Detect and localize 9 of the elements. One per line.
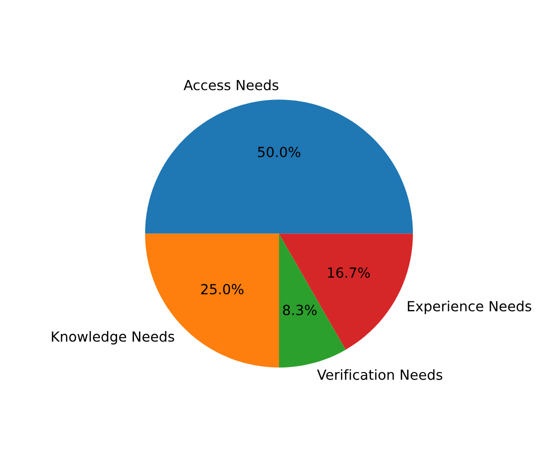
pie-slice xyxy=(145,100,413,234)
slice-label: Knowledge Needs xyxy=(52,331,174,344)
slice-label: Verification Needs xyxy=(317,369,442,380)
slice-label: Access Needs xyxy=(184,80,278,90)
data-label: 25.0% xyxy=(201,284,244,294)
data-label: 16.7% xyxy=(328,267,370,278)
data-label: 50.0% xyxy=(258,146,300,158)
data-label: 8.3% xyxy=(283,304,317,316)
slice-label: Experience Needs xyxy=(408,300,532,314)
